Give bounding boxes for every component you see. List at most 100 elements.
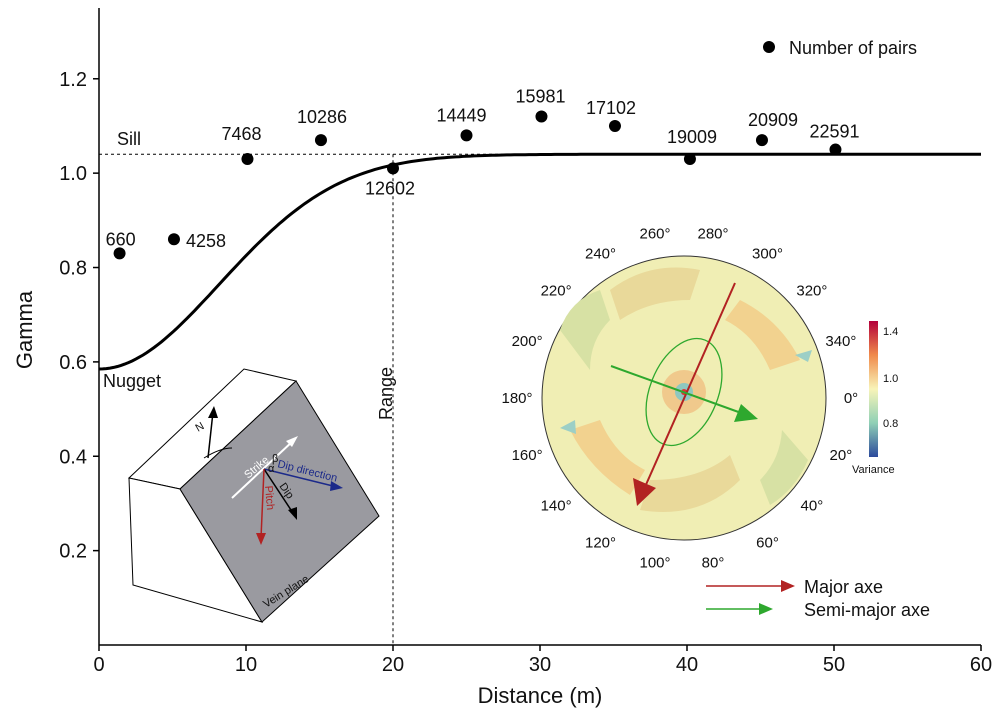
legend-marker bbox=[763, 41, 775, 53]
pair-count-label: 7468 bbox=[221, 124, 261, 144]
y-ticks: 0.2 0.4 0.6 0.8 1.0 1.2 bbox=[59, 69, 99, 563]
rose-angle-label: 100° bbox=[639, 555, 670, 572]
pair-count-label: 22591 bbox=[809, 122, 859, 142]
data-point bbox=[460, 129, 473, 142]
rose-angle-label: 160° bbox=[512, 447, 543, 464]
rose-angle-label: 320° bbox=[796, 283, 827, 300]
rose-angle-label: 280° bbox=[697, 226, 728, 243]
semi-major-axis-arrow bbox=[610, 365, 745, 415]
y-tick-label: 1.2 bbox=[59, 69, 87, 91]
rose-angle-label: 180° bbox=[501, 390, 532, 407]
y-tick-label: 0.6 bbox=[59, 352, 87, 374]
rose-blue-spot-2 bbox=[560, 420, 576, 434]
dip-arrowhead bbox=[288, 507, 297, 520]
rose-blue-spot-1 bbox=[795, 350, 812, 362]
pair-count-label: 12602 bbox=[365, 178, 415, 198]
dip-direction-arrow bbox=[263, 468, 334, 487]
block-diagram: N Strike Dip direction Dip Pitch α β Vei… bbox=[127, 368, 380, 623]
y-axis-title: Gamma bbox=[12, 290, 37, 369]
pitch-arrowhead bbox=[256, 533, 266, 545]
rose-band-6 bbox=[570, 420, 645, 495]
rose-angle-label: 340° bbox=[825, 333, 856, 350]
x-tick-label: 60 bbox=[970, 654, 992, 676]
rose-angle-label: 140° bbox=[541, 497, 572, 514]
pitch-arrow bbox=[260, 468, 265, 539]
x-tick-label: 20 bbox=[382, 654, 404, 676]
x-tick-label: 50 bbox=[823, 654, 845, 676]
y-tick-label: 0.2 bbox=[59, 541, 87, 563]
data-point bbox=[241, 152, 254, 165]
sill-label: Sill bbox=[117, 129, 141, 149]
rose-angle-label: 220° bbox=[541, 283, 572, 300]
rose-angle-label: 240° bbox=[585, 245, 616, 262]
dip-direction-arrowhead bbox=[330, 481, 343, 491]
rose-angle-label: 80° bbox=[702, 555, 725, 572]
semi-major-axe-legend-label: Semi-major axe bbox=[804, 600, 930, 620]
rose-angle-label: 60° bbox=[756, 535, 779, 552]
rose-angle-label: 20° bbox=[830, 447, 853, 464]
y-tick-label: 1.0 bbox=[59, 163, 87, 185]
data-points: 660 4258 7468 10286 12602 14449 15981 17102 1900… bbox=[106, 87, 860, 260]
colorbar-tick-mid: 1.0 bbox=[883, 373, 898, 385]
pair-count-label: 17102 bbox=[586, 98, 636, 118]
data-point bbox=[167, 233, 180, 246]
vein-plane-face bbox=[179, 380, 380, 623]
alpha-mark: α bbox=[268, 463, 275, 475]
major-axe-legend-label: Major axe bbox=[804, 577, 883, 597]
rose-angle-labels: 0° 20° 40° 60° 80° 100° 120° 140° 160° 180° 200° 22… bbox=[501, 226, 858, 572]
north-angle-arc bbox=[203, 447, 233, 459]
data-point bbox=[683, 152, 696, 165]
rose-angle-label: 300° bbox=[752, 245, 783, 262]
pair-count-label: 10286 bbox=[297, 107, 347, 127]
x-tick-label: 40 bbox=[676, 654, 698, 676]
x-tick-label: 10 bbox=[235, 654, 257, 676]
nugget-label: Nugget bbox=[103, 371, 161, 391]
north-arrow bbox=[207, 411, 214, 459]
rose-band-5 bbox=[725, 300, 800, 370]
pair-count-label: 19009 bbox=[667, 127, 717, 147]
rose-band-3 bbox=[560, 290, 610, 370]
north-arrowhead bbox=[208, 406, 218, 418]
dip-arrow bbox=[263, 468, 294, 514]
rose-angle-label: 40° bbox=[801, 497, 824, 514]
pair-count-label: 660 bbox=[106, 229, 136, 249]
pitch-label: Pitch bbox=[262, 485, 276, 510]
semi-major-axis-arrowhead bbox=[734, 404, 758, 422]
rose-angle-label: 0° bbox=[844, 390, 858, 407]
rose-angle-label: 120° bbox=[585, 535, 616, 552]
major-axis-arrowhead bbox=[633, 478, 656, 506]
major-axe-legend-arrowhead bbox=[781, 580, 795, 592]
y-tick-label: 0.8 bbox=[59, 258, 87, 280]
rose-angle-label: 260° bbox=[639, 226, 670, 243]
rose-band-1 bbox=[610, 267, 700, 320]
x-axis-title: Distance (m) bbox=[478, 683, 603, 708]
x-ticks: 0 10 20 30 40 50 60 bbox=[93, 645, 992, 676]
legend-label: Number of pairs bbox=[789, 38, 917, 58]
rose-angle-label: 200° bbox=[512, 333, 543, 350]
data-point bbox=[608, 119, 621, 132]
rose-band-4 bbox=[760, 430, 808, 505]
strike-arrow bbox=[231, 439, 295, 499]
data-point bbox=[387, 162, 399, 175]
data-point bbox=[113, 247, 126, 260]
pair-count-label: 14449 bbox=[437, 105, 487, 125]
semi-major-axe-legend-arrowhead bbox=[759, 603, 773, 615]
range-label: Range bbox=[376, 367, 396, 420]
x-tick-label: 0 bbox=[93, 654, 104, 676]
colorbar-title: Variance bbox=[852, 464, 895, 476]
data-point bbox=[314, 134, 327, 147]
rose-band-2 bbox=[640, 455, 740, 512]
rose-diagram: 0° 20° 40° 60° 80° 100° 120° 140° 160° 180° 200° 22… bbox=[501, 226, 858, 572]
data-point bbox=[755, 134, 768, 147]
colorbar-tick-top: 1.4 bbox=[883, 326, 898, 338]
data-point bbox=[535, 110, 548, 123]
y-tick-label: 0.4 bbox=[59, 446, 87, 468]
pair-count-label: 15981 bbox=[515, 87, 565, 107]
colorbar-tick-low: 0.8 bbox=[883, 418, 898, 430]
colorbar bbox=[869, 321, 878, 457]
pair-count-label: 20909 bbox=[748, 110, 798, 130]
beta-mark: β bbox=[272, 453, 278, 465]
x-tick-label: 30 bbox=[529, 654, 551, 676]
data-point bbox=[829, 143, 842, 156]
